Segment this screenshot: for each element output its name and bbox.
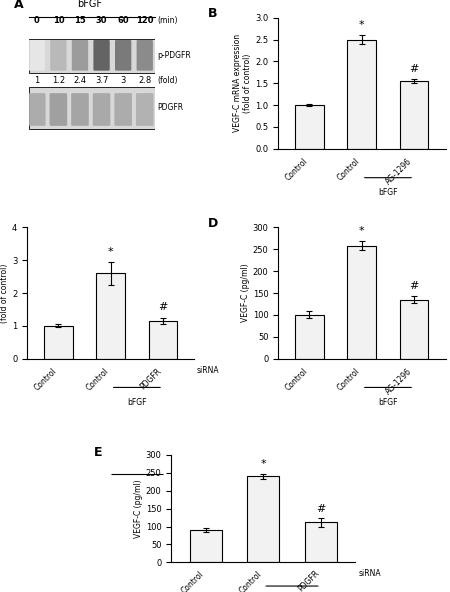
Text: 1.2: 1.2 <box>52 76 65 85</box>
Y-axis label: VEGF-C (pg/ml): VEGF-C (pg/ml) <box>134 480 143 538</box>
Bar <box>190 530 221 562</box>
Text: p-PDGFR: p-PDGFR <box>158 52 191 60</box>
Text: #: # <box>158 303 168 313</box>
Text: Control: Control <box>336 157 362 183</box>
Bar <box>29 39 155 73</box>
Bar <box>295 105 324 149</box>
Text: #: # <box>316 504 325 514</box>
Text: 2.4: 2.4 <box>73 76 86 85</box>
Text: 10: 10 <box>53 15 64 25</box>
Text: #: # <box>410 281 419 291</box>
FancyBboxPatch shape <box>28 93 45 126</box>
Text: #: # <box>410 64 419 73</box>
Bar <box>96 274 125 359</box>
Text: 30: 30 <box>96 15 107 25</box>
Text: A: A <box>14 0 23 11</box>
Text: D: D <box>208 217 218 230</box>
Text: E: E <box>94 446 102 459</box>
Bar <box>295 315 324 359</box>
Text: siRNA: siRNA <box>197 366 220 375</box>
Text: AG-1296: AG-1296 <box>384 157 414 186</box>
Text: bFGF: bFGF <box>378 188 398 197</box>
Bar <box>400 81 428 149</box>
Text: bFGF: bFGF <box>378 398 398 407</box>
Text: (min): (min) <box>158 15 178 25</box>
Bar <box>400 300 428 359</box>
FancyBboxPatch shape <box>29 40 45 70</box>
Text: Control: Control <box>336 366 362 392</box>
Text: 2.8: 2.8 <box>138 76 151 85</box>
Text: *: * <box>359 20 364 30</box>
Text: Control: Control <box>180 569 206 592</box>
FancyBboxPatch shape <box>50 40 67 70</box>
Text: Control: Control <box>32 366 58 392</box>
Text: B: B <box>208 7 217 20</box>
FancyBboxPatch shape <box>137 40 153 70</box>
Bar <box>248 477 279 562</box>
Text: 3: 3 <box>121 76 126 85</box>
FancyBboxPatch shape <box>50 93 67 126</box>
Text: PDGFR: PDGFR <box>138 366 163 391</box>
FancyBboxPatch shape <box>136 93 153 126</box>
Text: Control: Control <box>237 569 263 592</box>
Text: 1: 1 <box>34 76 40 85</box>
Text: 120: 120 <box>136 15 153 25</box>
FancyBboxPatch shape <box>72 40 88 70</box>
Bar <box>347 40 376 149</box>
FancyBboxPatch shape <box>114 93 132 126</box>
Text: (fold): (fold) <box>158 76 178 85</box>
Text: PDGFR: PDGFR <box>158 104 184 112</box>
Text: bFGF: bFGF <box>127 398 147 407</box>
FancyBboxPatch shape <box>115 40 131 70</box>
Bar <box>148 321 177 359</box>
Text: 15: 15 <box>74 15 86 25</box>
Text: 3.7: 3.7 <box>95 76 108 85</box>
Text: AG-1296: AG-1296 <box>384 366 414 396</box>
Text: siRNA: siRNA <box>358 569 381 578</box>
FancyBboxPatch shape <box>93 93 110 126</box>
Text: Control: Control <box>284 157 310 183</box>
FancyBboxPatch shape <box>71 93 89 126</box>
Text: 0: 0 <box>34 15 40 25</box>
Y-axis label: VEGF-C mRNA expression
(fold of control): VEGF-C mRNA expression (fold of control) <box>233 34 252 133</box>
Text: Control: Control <box>85 366 111 392</box>
Bar <box>44 326 73 359</box>
Bar <box>305 522 337 562</box>
Text: *: * <box>108 247 113 257</box>
Text: *: * <box>261 459 266 469</box>
FancyBboxPatch shape <box>94 40 110 70</box>
Text: 60: 60 <box>117 15 129 25</box>
Y-axis label: VEGF-C mRNA expression
(fold of control): VEGF-C mRNA expression (fold of control) <box>0 244 9 342</box>
Text: bFGF: bFGF <box>77 0 102 9</box>
Text: *: * <box>359 226 364 236</box>
Bar <box>347 246 376 359</box>
Text: PDGFR: PDGFR <box>296 569 321 592</box>
Text: Control: Control <box>284 366 310 392</box>
Y-axis label: VEGF-C (pg/ml): VEGF-C (pg/ml) <box>241 263 250 323</box>
Bar <box>29 87 155 129</box>
